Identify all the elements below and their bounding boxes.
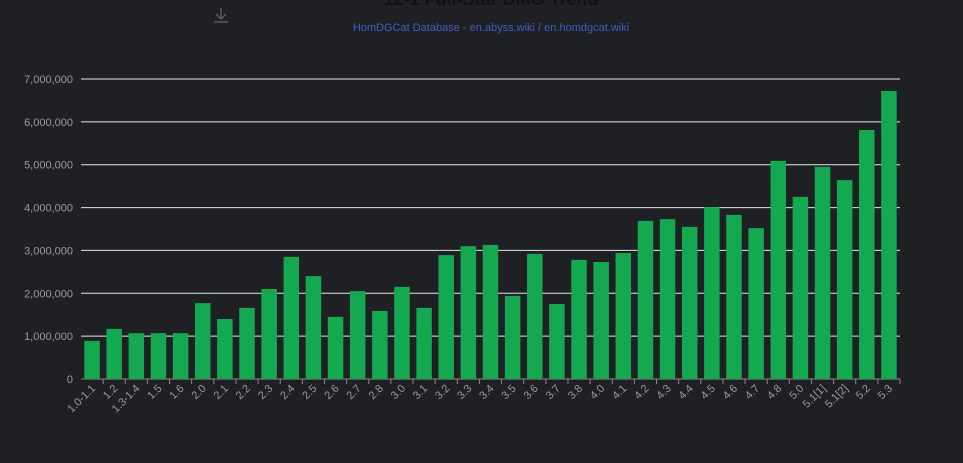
bar	[194, 303, 211, 379]
bar	[84, 340, 100, 379]
x-tick-label: 3.1	[411, 383, 430, 402]
x-tick-label: 2.4	[278, 383, 297, 402]
y-tick-label: 4,000,000	[24, 203, 73, 215]
x-tick-label: 3.2	[433, 383, 452, 402]
download-icon[interactable]	[214, 8, 228, 23]
bar	[394, 286, 410, 379]
bar	[128, 333, 145, 379]
x-tick-label: 4.3	[654, 383, 673, 402]
x-tick-label: 4.2	[632, 383, 651, 402]
x-tick-label: 1.0-1.1	[65, 383, 98, 416]
bar	[726, 214, 742, 379]
bar	[217, 319, 233, 379]
x-tick-label: 4.8	[765, 383, 784, 402]
bar	[372, 310, 388, 379]
bar	[482, 244, 499, 379]
bar	[438, 255, 454, 379]
x-tick-label: 5.2	[854, 383, 873, 402]
x-tick-label: 3.3	[455, 383, 474, 402]
x-tick-label: 2.8	[367, 383, 386, 402]
bar	[593, 262, 609, 379]
bar	[770, 160, 787, 379]
x-tick-label: 4.6	[721, 383, 740, 402]
x-tick-label: 3.6	[522, 383, 541, 402]
bar	[106, 328, 122, 379]
bar	[881, 91, 897, 379]
bar	[327, 316, 344, 379]
y-tick-label: 0	[67, 374, 73, 386]
chart-title: 12-1 Full-Star DMG Trend	[383, 0, 598, 9]
bar	[859, 130, 875, 379]
bar	[571, 259, 587, 379]
download-glyph[interactable]	[214, 8, 228, 23]
x-tick-label: 4.1	[610, 383, 629, 402]
y-tick-label: 3,000,000	[24, 245, 73, 257]
bar	[814, 166, 831, 379]
y-tick-label: 1,000,000	[24, 331, 73, 343]
bar	[239, 307, 255, 379]
y-tick-label: 7,000,000	[24, 74, 73, 86]
chart-subtitle: HomDGCat Database - en.abyss.wiki / en.h…	[353, 22, 629, 34]
bar	[416, 307, 432, 379]
x-tick-label: 3.5	[499, 383, 518, 402]
x-tick-label: 3.4	[477, 383, 496, 402]
x-tick-label: 3.7	[544, 383, 563, 402]
y-tick-label: 5,000,000	[24, 160, 73, 172]
x-tick-label: 5.1[2]	[823, 383, 851, 411]
bar	[748, 228, 764, 379]
bar	[504, 295, 521, 379]
x-tick-label: 2.6	[322, 383, 341, 402]
bar	[150, 333, 167, 379]
bar	[681, 226, 698, 379]
bar	[637, 220, 654, 379]
x-tick-label: 2.2	[234, 383, 253, 402]
x-tick-label: 4.7	[743, 383, 762, 402]
bar	[349, 291, 366, 379]
bar	[836, 180, 853, 379]
bar	[527, 253, 543, 379]
x-tick-label: 4.4	[677, 383, 696, 402]
x-tick-label: 4.5	[699, 383, 718, 402]
bar	[615, 253, 632, 379]
x-tick-label: 5.1[1]	[801, 383, 829, 411]
x-tick-label: 3.8	[566, 383, 585, 402]
bar	[172, 333, 189, 379]
bar	[659, 219, 676, 379]
bar	[261, 289, 277, 379]
x-tick-label: 2.7	[345, 383, 364, 402]
y-tick-label: 6,000,000	[24, 117, 73, 129]
x-tick-label: 2.1	[212, 383, 231, 402]
bar	[460, 246, 477, 379]
bar	[704, 207, 720, 379]
x-tick-label: 2.5	[300, 383, 319, 402]
y-tick-label: 2,000,000	[24, 288, 73, 300]
bar	[549, 304, 565, 379]
x-tick-label: 2.0	[190, 383, 209, 402]
x-tick-label: 4.0	[588, 383, 607, 402]
bar	[283, 256, 300, 379]
x-tick-label: 1.5	[145, 383, 164, 402]
x-tick-label: 1.6	[167, 383, 186, 402]
bar	[305, 276, 322, 379]
x-tick-label: 2.3	[256, 383, 275, 402]
x-tick-label: 3.0	[389, 383, 408, 402]
x-tick-label: 5.3	[876, 383, 895, 402]
bar	[792, 196, 809, 379]
